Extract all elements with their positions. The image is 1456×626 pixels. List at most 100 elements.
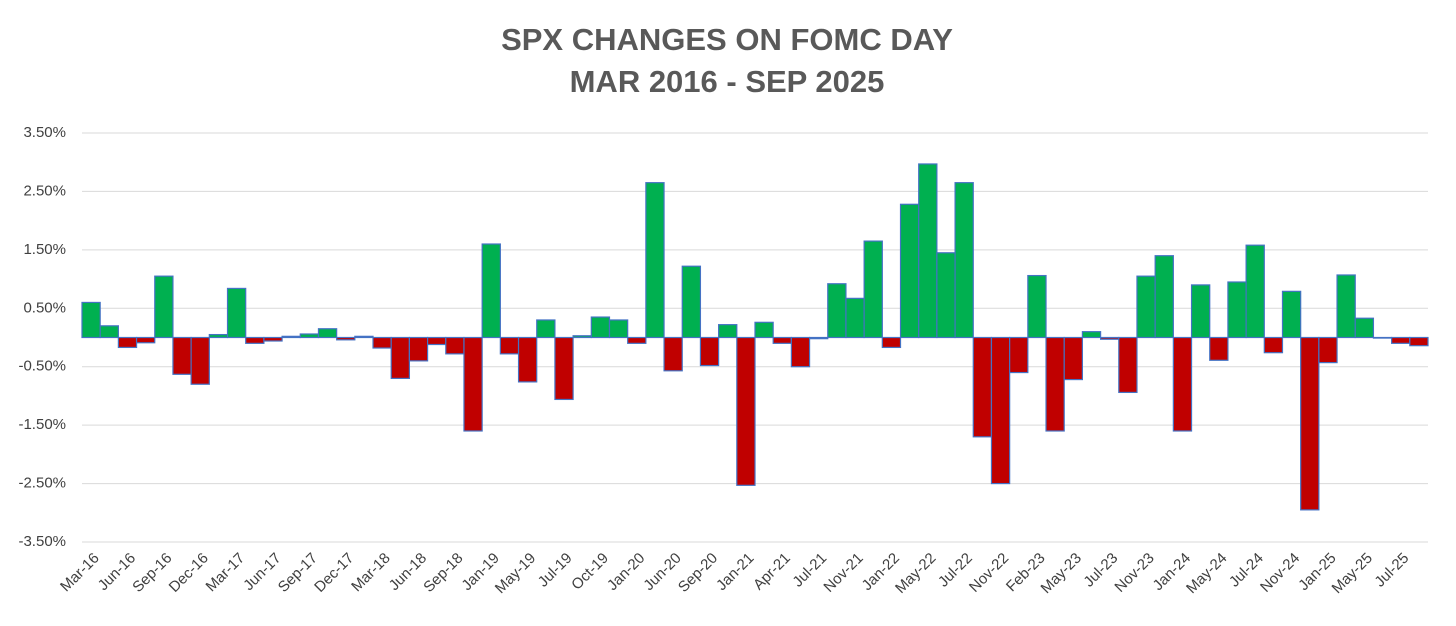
bar [135,336,156,344]
y-tick-label: -0.50% [18,358,66,375]
bar [1391,336,1411,344]
chart-title: SPX CHANGES ON FOMC DAY [501,22,953,57]
bar [499,336,520,355]
bar [1172,336,1193,432]
bar [1409,336,1429,347]
bar [736,336,756,486]
bar [390,336,411,380]
bar [317,328,338,339]
bar [590,316,611,339]
x-tick-label: Jan-20 [604,550,648,594]
x-tick-label: Sep-20 [675,550,721,596]
bar [1154,255,1174,339]
bar [899,203,920,339]
bar [1136,275,1156,339]
y-tick-label: 0.50% [23,299,66,316]
bar [954,182,974,339]
bar [190,336,210,385]
x-tick-label: Jan-21 [713,550,757,594]
x-tick-label: May-25 [1329,550,1376,597]
bar [99,325,119,339]
x-tick-label: Mar-18 [348,550,394,596]
bar [863,240,883,339]
bar [117,336,138,349]
bar [663,336,683,372]
bar [172,336,192,375]
x-tick-label: Jul-19 [535,550,576,591]
bar [1209,336,1229,361]
bar [208,333,229,339]
bar [1318,336,1338,364]
x-tick-label: Sep-17 [275,550,321,596]
bar [1372,336,1393,339]
bar [845,297,865,339]
y-tick-label: -3.50% [18,533,66,550]
bar [918,163,938,339]
bar [772,336,792,344]
bar [354,335,374,339]
bar [1336,274,1356,339]
bar [790,336,811,368]
bar [1227,281,1247,339]
bar [1118,336,1138,394]
bar [154,275,174,339]
bar [281,335,301,339]
bar [445,336,465,355]
x-tick-label: Dec-16 [166,550,212,596]
chart-title: MAR 2016 - SEP 2025 [570,64,885,99]
bar [481,243,501,339]
x-tick-label: Jul-25 [1371,550,1412,591]
x-tick-label: May-22 [892,550,939,597]
bar [1099,336,1120,340]
x-tick-label: Mar-17 [203,550,249,596]
bar [463,336,483,432]
bar [718,324,738,339]
y-tick-label: -2.50% [18,475,66,492]
bar [1027,274,1047,339]
bar [554,336,574,401]
bar [1063,336,1084,381]
bar [536,319,556,339]
bar [990,336,1011,485]
bar [263,336,283,342]
bar [608,319,629,339]
x-tick-label: May-23 [1038,550,1085,597]
bar [808,336,829,340]
bar [245,336,265,344]
bar [881,336,902,349]
x-tick-label: Apr-21 [750,550,794,594]
bar [1045,336,1065,432]
bar [1245,244,1265,339]
bar [1190,284,1211,339]
bar [972,336,993,438]
bar [372,336,392,349]
y-tick-label: -1.50% [18,416,66,433]
x-tick-label: Nov-24 [1257,550,1303,596]
x-tick-label: Nov-21 [820,550,866,596]
bar [754,321,774,339]
y-tick-label: 3.50% [23,124,66,141]
bar [681,265,702,339]
bar [645,182,665,339]
bar [1263,336,1284,354]
bar [1009,336,1029,374]
bar [627,336,647,344]
bar [699,336,720,367]
bar [299,333,320,339]
x-tick-label: Nov-22 [966,550,1012,596]
bar [336,336,356,341]
bar [1300,336,1320,511]
bar [408,336,429,362]
bar [1081,331,1102,339]
x-tick-label: Oct-19 [568,550,612,594]
y-tick-label: 1.50% [23,241,66,258]
bar [517,336,538,383]
bar [572,335,592,339]
x-tick-label: Mar-16 [57,550,103,596]
y-tick-label: 2.50% [23,182,66,199]
bar [1354,317,1375,339]
bar [426,336,447,346]
bar [81,301,101,339]
x-tick-label: Dec-17 [311,550,357,596]
